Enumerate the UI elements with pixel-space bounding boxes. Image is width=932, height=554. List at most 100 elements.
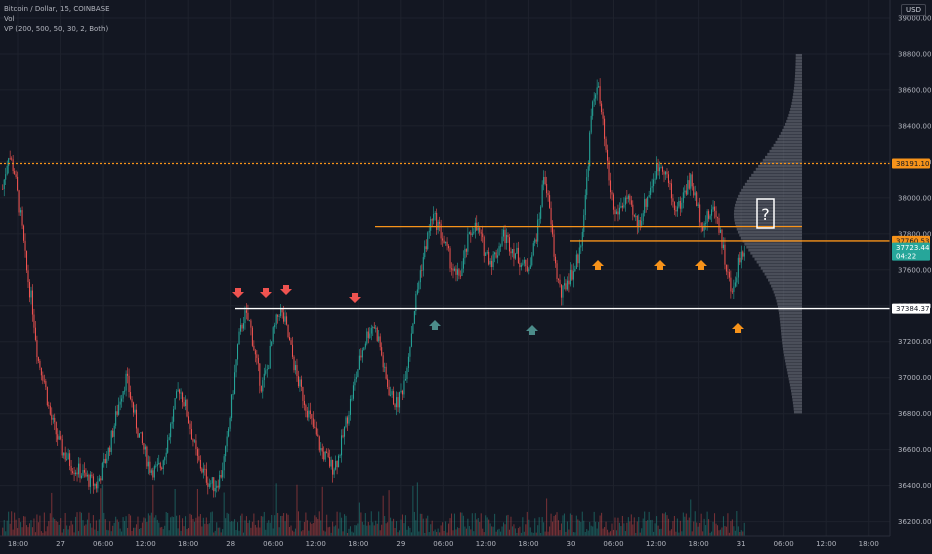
volume-bar [55,520,57,536]
volume-bar [480,513,482,536]
candle-body [174,398,176,410]
candle-body [647,196,649,207]
candle-body [79,463,81,478]
volume-bar [609,531,612,536]
volume-bar [407,526,409,536]
volume-profile-bar [785,122,802,126]
volume-bar [88,512,90,536]
volume-bar [234,519,236,536]
volume-bar [644,511,646,536]
volume-profile-bar [787,116,802,120]
candle-body [113,425,115,437]
volume-bar [171,516,173,536]
candle-body [24,240,26,251]
volume-bar [679,520,681,536]
candle-body [324,451,326,460]
candle-body [731,291,733,293]
candle-body [641,221,643,226]
volume-profile-bar [773,290,802,294]
volume-bar [287,514,289,536]
candle-body [633,214,635,217]
candle-body [289,337,291,341]
volume-profile-bar [754,257,802,261]
volume-bar [327,527,329,536]
volume-profile-indicator-label[interactable]: VP (200, 500, 50, 30, 2, Both) [4,25,109,33]
volume-bar [477,517,479,536]
candle-body [537,219,539,242]
volume-bar [185,516,187,536]
candle-body [508,237,510,252]
volume-bar [541,517,543,536]
currency-button[interactable]: USD [901,4,926,16]
candle-body [275,314,277,325]
volume-bar [639,532,641,536]
candle-body [458,269,460,276]
volume-bar [326,514,328,536]
volume-bar [605,521,607,536]
volume-bar [367,521,369,536]
volume-bar [577,519,579,536]
candle-body [534,239,536,244]
volume-bar [112,525,114,536]
candle-body [384,366,386,368]
volume-indicator-label[interactable]: Vol [4,15,15,23]
volume-bar [416,482,418,536]
horizontal-lines[interactable] [0,162,890,310]
candle-body [578,247,580,264]
volume-profile-bar [788,374,802,378]
candle-body [602,112,604,119]
volume-profile-bar [791,101,802,105]
volume-bar [14,512,16,536]
volume-bar [697,526,699,536]
volume-bar [549,526,551,536]
volume-bar [58,524,60,536]
volume-profile-bar [769,281,802,285]
candle-body [104,458,106,464]
candle-body [202,468,204,473]
candle-body [116,411,118,415]
volume-bar [355,525,357,536]
volume-profile-bar [781,332,802,336]
candle-body [505,234,508,244]
candle-body [673,201,675,211]
candle-body [461,268,463,277]
candle-body [268,368,270,370]
candle-body [46,387,48,406]
volume-profile-bar [790,386,802,390]
candle-body [80,475,83,478]
candle-body [155,466,157,467]
candle-body [705,223,707,225]
candle-body [639,220,641,226]
volume-bar [238,530,240,536]
volume-bar [219,527,221,536]
candle-body [100,478,102,481]
y-tick-label: 37000.00 [898,374,931,382]
volume-bar [89,523,91,536]
volume-bar [513,524,515,536]
candle-body [546,183,548,194]
volume-bar [659,529,661,536]
volume-bar [124,520,126,536]
volume-profile-bar [735,203,802,207]
candle-body [185,399,187,406]
volume-profile-bar [795,62,802,66]
volume-bar [324,531,326,536]
candle-body [624,197,626,205]
volume-bar [369,525,371,536]
candle-body [49,405,51,415]
volume-profile-bar [776,299,802,303]
volume-profile-bar [780,326,802,330]
volume-bar [69,525,71,536]
volume-bar [504,524,506,536]
x-tick-label: 12:00 [306,540,326,548]
y-tick-label: 36200.00 [898,518,931,526]
candle-body [349,399,351,415]
volume-bar [34,532,36,536]
volume-bar [453,513,456,536]
volume-bar [254,524,256,536]
volume-bar [239,515,242,536]
volume-bar [70,520,72,536]
volume-profile-bar [736,227,802,231]
